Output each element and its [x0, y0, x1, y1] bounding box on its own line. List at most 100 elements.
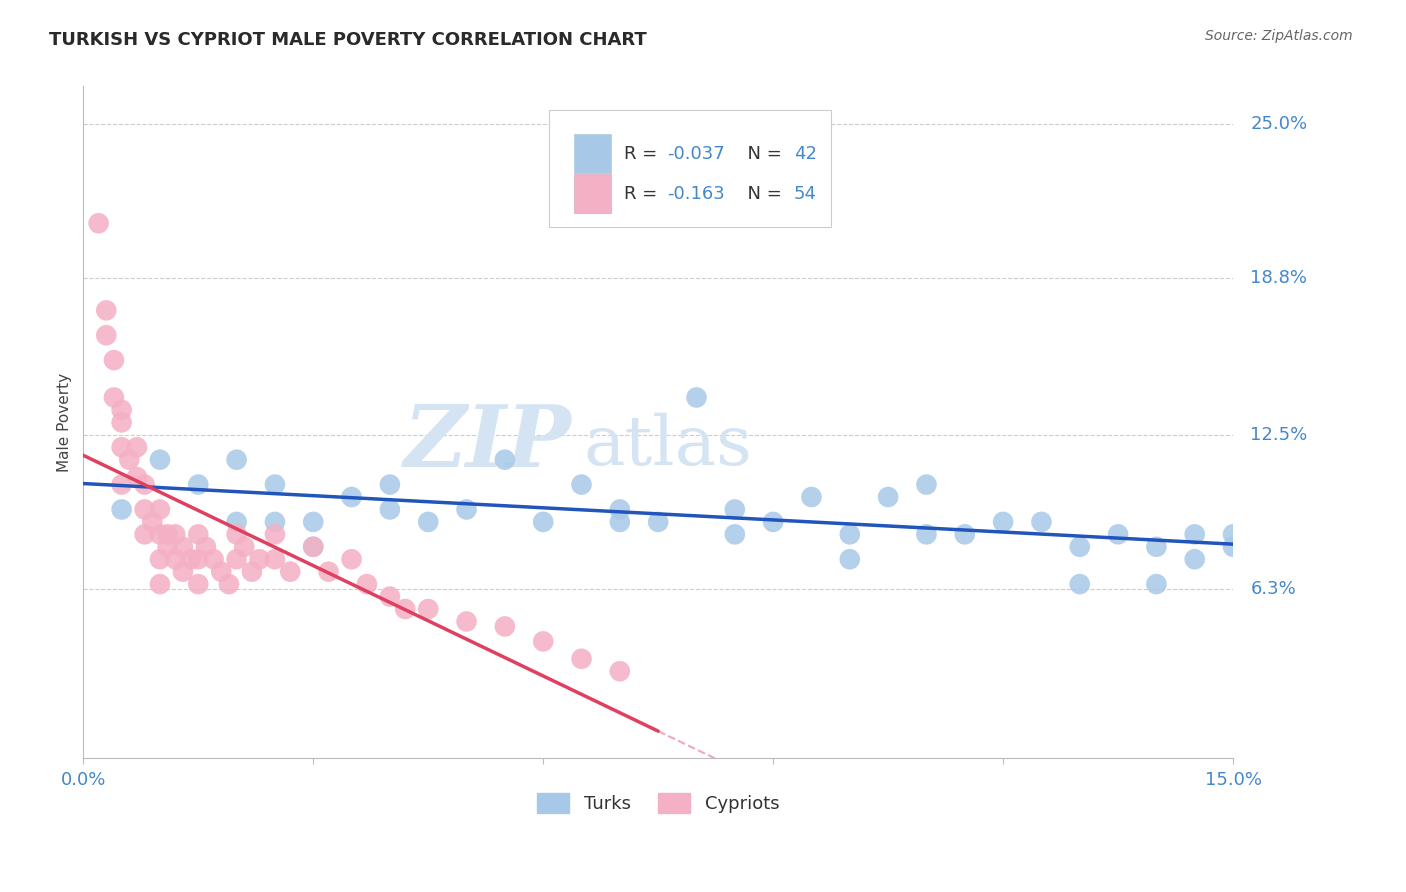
Text: R =: R =	[624, 145, 662, 162]
Point	[647, 515, 669, 529]
Point	[156, 527, 179, 541]
Point	[378, 590, 401, 604]
Point	[110, 440, 132, 454]
Point	[125, 440, 148, 454]
Point	[531, 515, 554, 529]
Point	[418, 515, 440, 529]
Point	[340, 552, 363, 566]
Text: -0.037: -0.037	[668, 145, 725, 162]
Point	[456, 615, 478, 629]
Text: 42: 42	[794, 145, 817, 162]
Point	[87, 216, 110, 230]
Bar	[574, 175, 612, 213]
Text: 6.3%: 6.3%	[1250, 580, 1296, 599]
Point	[356, 577, 378, 591]
Point	[302, 540, 325, 554]
Point	[1222, 527, 1244, 541]
Point	[240, 565, 263, 579]
Point	[609, 664, 631, 678]
Point	[1107, 527, 1129, 541]
Point	[187, 527, 209, 541]
Point	[225, 527, 247, 541]
Text: 54: 54	[794, 185, 817, 202]
Point	[172, 565, 194, 579]
Point	[96, 328, 118, 343]
Point	[156, 540, 179, 554]
Point	[800, 490, 823, 504]
Text: Source: ZipAtlas.com: Source: ZipAtlas.com	[1205, 29, 1353, 43]
Point	[209, 565, 232, 579]
Point	[249, 552, 271, 566]
Text: 25.0%: 25.0%	[1250, 115, 1308, 133]
Point	[96, 303, 118, 318]
Point	[724, 527, 747, 541]
Point	[494, 452, 516, 467]
Point	[302, 540, 325, 554]
Text: ZIP: ZIP	[404, 401, 572, 484]
Point	[110, 403, 132, 417]
Point	[172, 540, 194, 554]
Point	[531, 634, 554, 648]
Point	[149, 452, 172, 467]
Point	[378, 477, 401, 491]
Point	[877, 490, 900, 504]
Point	[685, 391, 707, 405]
Point	[202, 552, 225, 566]
Text: 12.5%: 12.5%	[1250, 425, 1308, 444]
Text: TURKISH VS CYPRIOT MALE POVERTY CORRELATION CHART: TURKISH VS CYPRIOT MALE POVERTY CORRELAT…	[49, 31, 647, 49]
Point	[264, 527, 287, 541]
Point	[194, 540, 217, 554]
Text: N =: N =	[737, 185, 787, 202]
Point	[609, 515, 631, 529]
Point	[278, 565, 301, 579]
Text: atlas: atlas	[583, 413, 752, 479]
Point	[110, 415, 132, 429]
Point	[1144, 577, 1167, 591]
Point	[494, 619, 516, 633]
Point	[110, 477, 132, 491]
Y-axis label: Male Poverty: Male Poverty	[58, 373, 72, 472]
Point	[456, 502, 478, 516]
Point	[1184, 552, 1206, 566]
Point	[233, 540, 256, 554]
Point	[1184, 527, 1206, 541]
Point	[762, 515, 785, 529]
Point	[571, 652, 593, 666]
Legend: Turks, Cypriots: Turks, Cypriots	[537, 793, 779, 814]
Point	[165, 552, 187, 566]
Point	[134, 527, 156, 541]
Point	[125, 470, 148, 484]
Point	[724, 502, 747, 516]
Point	[149, 577, 172, 591]
Point	[378, 502, 401, 516]
Text: N =: N =	[737, 145, 787, 162]
Point	[302, 515, 325, 529]
Point	[264, 552, 287, 566]
Point	[1144, 540, 1167, 554]
Point	[609, 502, 631, 516]
Text: R =: R =	[624, 185, 662, 202]
Point	[103, 353, 125, 368]
Point	[915, 477, 938, 491]
Text: 18.8%: 18.8%	[1250, 269, 1308, 287]
Point	[991, 515, 1014, 529]
Point	[225, 515, 247, 529]
Point	[134, 502, 156, 516]
Point	[838, 552, 860, 566]
Point	[1069, 577, 1091, 591]
Point	[915, 527, 938, 541]
Point	[141, 515, 163, 529]
Point	[149, 502, 172, 516]
Point	[838, 527, 860, 541]
FancyBboxPatch shape	[548, 110, 831, 227]
Point	[318, 565, 340, 579]
Point	[118, 452, 141, 467]
Point	[264, 477, 287, 491]
Point	[340, 490, 363, 504]
Point	[571, 477, 593, 491]
Point	[1069, 540, 1091, 554]
Point	[187, 477, 209, 491]
Point	[134, 477, 156, 491]
Point	[218, 577, 240, 591]
Point	[187, 577, 209, 591]
